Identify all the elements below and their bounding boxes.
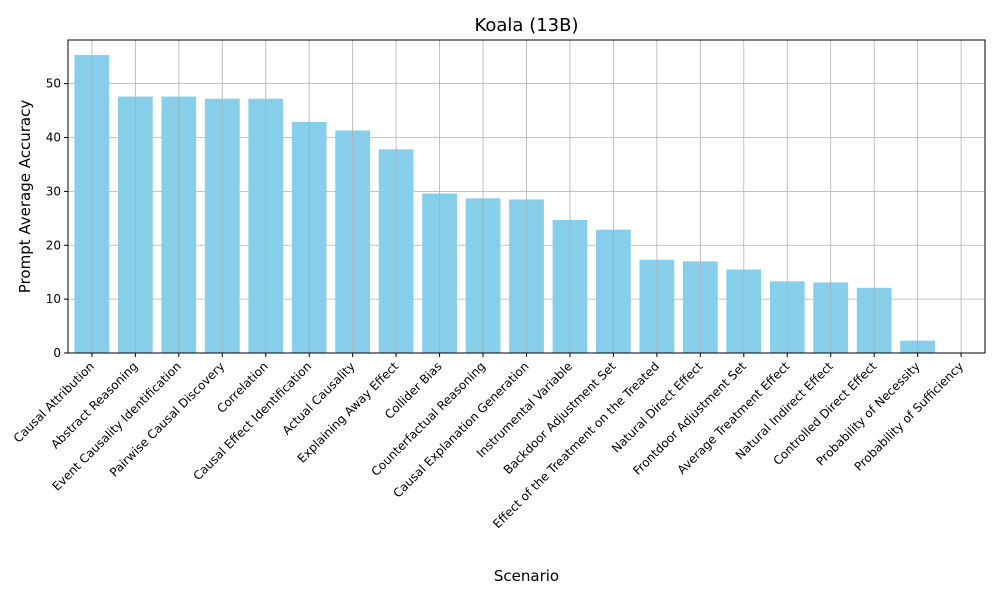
x-axis-label: Scenario bbox=[494, 567, 559, 585]
x-tick-label: Effect of the Treatment on the Treated bbox=[490, 359, 662, 531]
x-tick-label: Actual Causality bbox=[279, 359, 357, 437]
chart-title: Koala (13B) bbox=[474, 15, 578, 36]
y-tick-label: 30 bbox=[46, 184, 61, 198]
y-axis-label: Prompt Average Accuracy bbox=[16, 100, 34, 294]
y-tick-label: 10 bbox=[46, 292, 61, 306]
y-tick-label: 50 bbox=[46, 77, 61, 91]
y-ticks: 0 10 20 30 40 50 bbox=[46, 77, 68, 360]
y-tick-label: 40 bbox=[46, 131, 61, 145]
x-tick-label: Causal Attribution bbox=[11, 359, 97, 445]
y-tick-label: 20 bbox=[46, 238, 61, 252]
y-tick-label: 0 bbox=[53, 346, 61, 360]
vertical-grid-lines bbox=[91, 40, 962, 353]
